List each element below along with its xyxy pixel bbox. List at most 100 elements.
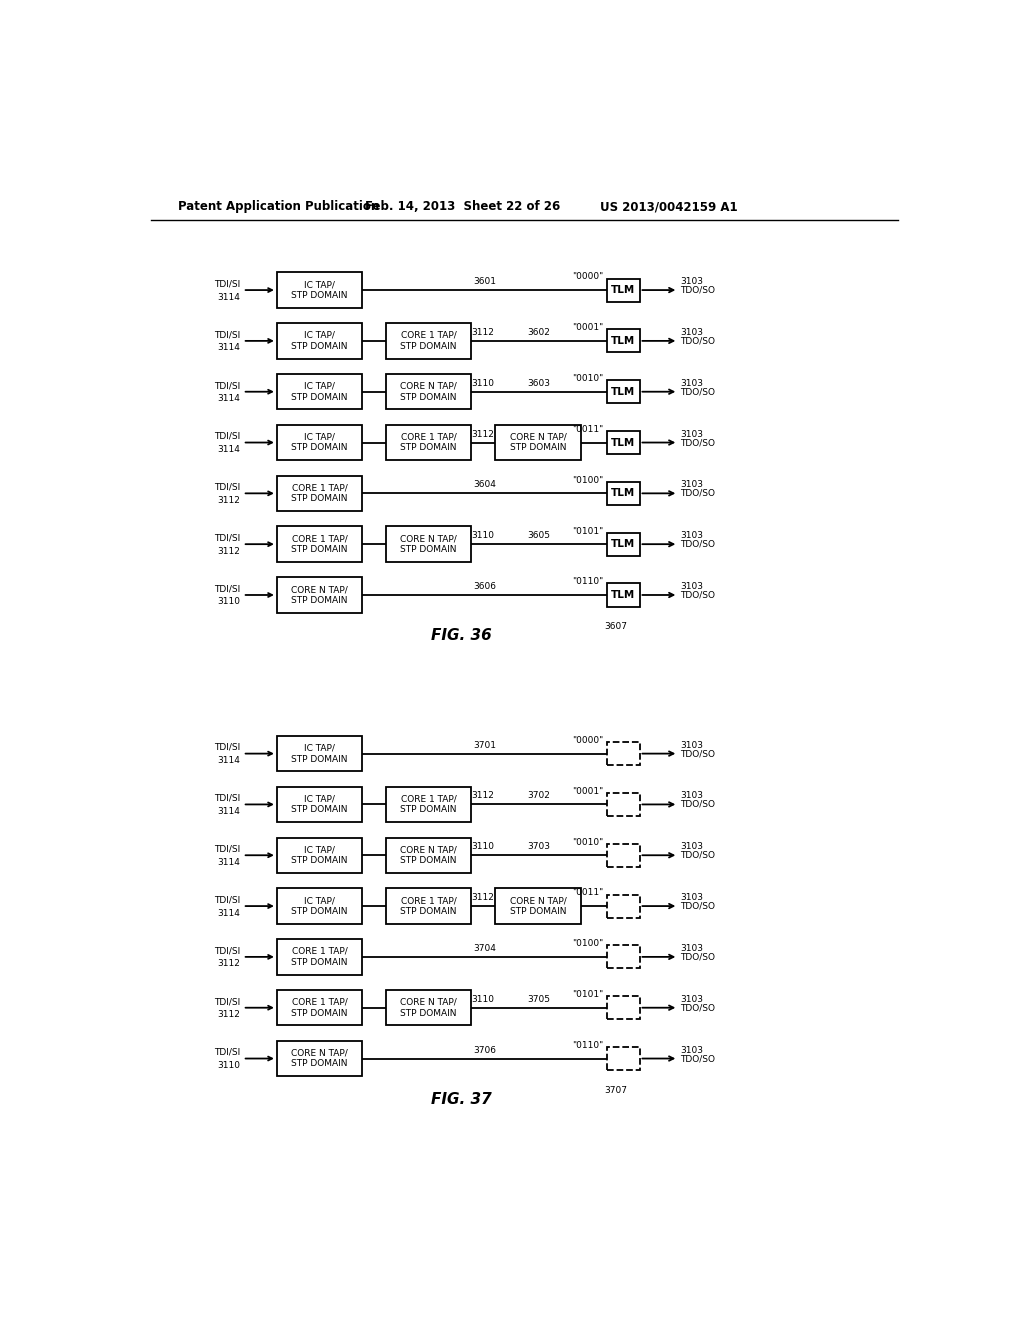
Text: 3112: 3112 bbox=[217, 960, 241, 969]
Text: CORE N TAP/: CORE N TAP/ bbox=[291, 585, 348, 594]
Text: CORE N TAP/: CORE N TAP/ bbox=[510, 433, 566, 442]
Bar bbox=[276, 374, 362, 409]
Text: STP DOMAIN: STP DOMAIN bbox=[291, 545, 348, 554]
Text: TDO/SO: TDO/SO bbox=[680, 540, 715, 549]
Text: 3707: 3707 bbox=[604, 1085, 627, 1094]
Bar bbox=[276, 737, 362, 771]
Text: CORE N TAP/: CORE N TAP/ bbox=[400, 535, 457, 544]
Text: CORE 1 TAP/: CORE 1 TAP/ bbox=[292, 998, 347, 1007]
Text: IC TAP/: IC TAP/ bbox=[304, 795, 335, 804]
Text: "0101": "0101" bbox=[572, 527, 604, 536]
Text: STP DOMAIN: STP DOMAIN bbox=[291, 444, 348, 453]
Text: "0100": "0100" bbox=[572, 940, 604, 948]
Bar bbox=[276, 323, 362, 359]
Text: STP DOMAIN: STP DOMAIN bbox=[291, 1008, 348, 1018]
Text: 3114: 3114 bbox=[217, 908, 241, 917]
Text: 3605: 3605 bbox=[527, 531, 551, 540]
Text: TDI/SI: TDI/SI bbox=[214, 1048, 241, 1057]
Text: STP DOMAIN: STP DOMAIN bbox=[291, 805, 348, 814]
Bar bbox=[607, 432, 640, 454]
Text: 3112: 3112 bbox=[217, 546, 241, 556]
Text: Feb. 14, 2013  Sheet 22 of 26: Feb. 14, 2013 Sheet 22 of 26 bbox=[366, 201, 560, 214]
Text: TDI/SI: TDI/SI bbox=[214, 533, 241, 543]
Text: 3112: 3112 bbox=[217, 1010, 241, 1019]
Bar bbox=[607, 330, 640, 352]
Text: 3114: 3114 bbox=[217, 756, 241, 766]
Text: 3112: 3112 bbox=[471, 429, 495, 438]
Text: US 2013/0042159 A1: US 2013/0042159 A1 bbox=[600, 201, 737, 214]
Bar bbox=[276, 272, 362, 308]
Text: TDO/SO: TDO/SO bbox=[680, 750, 715, 758]
Text: TDO/SO: TDO/SO bbox=[680, 387, 715, 396]
Bar bbox=[607, 380, 640, 404]
Text: 3103: 3103 bbox=[680, 995, 702, 1003]
Bar bbox=[276, 940, 362, 974]
Text: 3103: 3103 bbox=[680, 894, 702, 902]
Text: 3601: 3601 bbox=[473, 277, 496, 286]
Text: STP DOMAIN: STP DOMAIN bbox=[291, 392, 348, 401]
Text: STP DOMAIN: STP DOMAIN bbox=[291, 342, 348, 351]
Text: STP DOMAIN: STP DOMAIN bbox=[400, 1008, 457, 1018]
Text: "0100": "0100" bbox=[572, 475, 604, 484]
Bar bbox=[386, 425, 471, 461]
Text: 3114: 3114 bbox=[217, 395, 241, 403]
Text: STP DOMAIN: STP DOMAIN bbox=[291, 290, 348, 300]
Text: 3112: 3112 bbox=[471, 327, 495, 337]
Bar bbox=[386, 527, 471, 562]
Text: 3706: 3706 bbox=[473, 1045, 496, 1055]
Bar bbox=[276, 1040, 362, 1076]
Text: CORE 1 TAP/: CORE 1 TAP/ bbox=[292, 946, 347, 956]
Text: "0101": "0101" bbox=[572, 990, 604, 999]
Bar bbox=[607, 742, 640, 766]
Bar bbox=[276, 838, 362, 873]
Bar bbox=[607, 279, 640, 302]
Text: "0001": "0001" bbox=[572, 323, 604, 333]
Text: TLM: TLM bbox=[611, 437, 635, 447]
Text: "0110": "0110" bbox=[572, 577, 604, 586]
Bar bbox=[607, 843, 640, 867]
Text: 3110: 3110 bbox=[217, 598, 241, 606]
Text: 3112: 3112 bbox=[217, 496, 241, 504]
Text: STP DOMAIN: STP DOMAIN bbox=[510, 444, 566, 453]
Text: CORE N TAP/: CORE N TAP/ bbox=[291, 1048, 348, 1057]
Text: TLM: TLM bbox=[611, 387, 635, 397]
Text: IC TAP/: IC TAP/ bbox=[304, 280, 335, 289]
Text: IC TAP/: IC TAP/ bbox=[304, 331, 335, 341]
Bar bbox=[386, 323, 471, 359]
Text: 3103: 3103 bbox=[680, 480, 702, 490]
Text: CORE 1 TAP/: CORE 1 TAP/ bbox=[400, 896, 457, 906]
Text: CORE N TAP/: CORE N TAP/ bbox=[400, 381, 457, 391]
Bar bbox=[276, 888, 362, 924]
Text: 3604: 3604 bbox=[473, 480, 496, 490]
Text: STP DOMAIN: STP DOMAIN bbox=[400, 545, 457, 554]
Text: TDI/SI: TDI/SI bbox=[214, 381, 241, 389]
Text: 3103: 3103 bbox=[680, 792, 702, 800]
Text: STP DOMAIN: STP DOMAIN bbox=[291, 958, 348, 966]
Text: TDI/SI: TDI/SI bbox=[214, 743, 241, 752]
Text: IC TAP/: IC TAP/ bbox=[304, 381, 335, 391]
Text: TDI/SI: TDI/SI bbox=[214, 330, 241, 339]
Text: TDO/SO: TDO/SO bbox=[680, 851, 715, 859]
Text: TDI/SI: TDI/SI bbox=[214, 585, 241, 593]
Text: TDO/SO: TDO/SO bbox=[680, 488, 715, 498]
Text: TDO/SO: TDO/SO bbox=[680, 1003, 715, 1012]
Text: 3114: 3114 bbox=[217, 858, 241, 867]
Text: STP DOMAIN: STP DOMAIN bbox=[291, 494, 348, 503]
Text: 3103: 3103 bbox=[680, 944, 702, 953]
Text: "0001": "0001" bbox=[572, 787, 604, 796]
Text: IC TAP/: IC TAP/ bbox=[304, 896, 335, 906]
Text: TDI/SI: TDI/SI bbox=[214, 845, 241, 854]
Text: IC TAP/: IC TAP/ bbox=[304, 845, 335, 854]
Bar bbox=[276, 527, 362, 562]
Text: TDI/SI: TDI/SI bbox=[214, 483, 241, 491]
Text: 3114: 3114 bbox=[217, 807, 241, 816]
Bar bbox=[607, 1047, 640, 1071]
Text: 3112: 3112 bbox=[471, 792, 495, 800]
Text: STP DOMAIN: STP DOMAIN bbox=[400, 392, 457, 401]
Text: CORE 1 TAP/: CORE 1 TAP/ bbox=[400, 433, 457, 442]
Bar bbox=[386, 374, 471, 409]
Text: 3606: 3606 bbox=[473, 582, 496, 591]
Text: 3701: 3701 bbox=[473, 741, 496, 750]
Text: 3103: 3103 bbox=[680, 1045, 702, 1055]
Text: STP DOMAIN: STP DOMAIN bbox=[400, 805, 457, 814]
